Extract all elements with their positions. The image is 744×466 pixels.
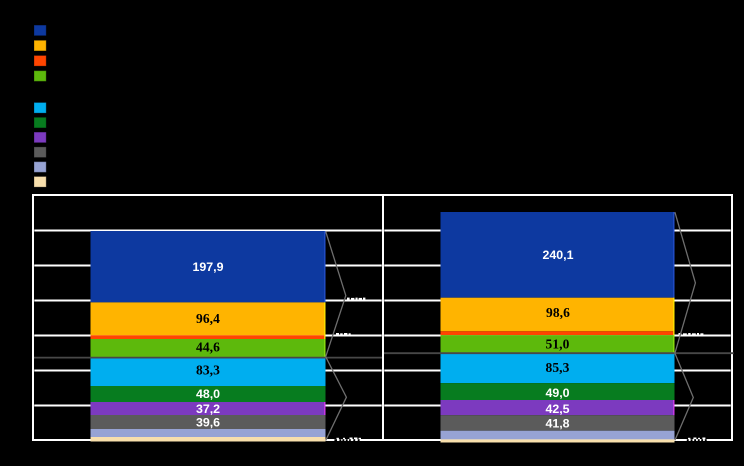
svg-text:39,6: 39,6 <box>196 415 220 429</box>
svg-text:42,5: 42,5 <box>545 402 569 416</box>
svg-text:197,9: 197,9 <box>192 260 223 274</box>
svg-text:51,0: 51,0 <box>545 336 569 351</box>
svg-text:44,6: 44,6 <box>196 339 220 354</box>
svg-text:85,3: 85,3 <box>545 360 569 375</box>
svg-text:83,3: 83,3 <box>196 362 220 377</box>
svg-text:48,0: 48,0 <box>196 387 220 401</box>
svg-text:49,0: 49,0 <box>545 386 569 400</box>
svg-text:240,1: 240,1 <box>542 248 573 262</box>
svg-text:41,8: 41,8 <box>545 417 569 431</box>
svg-text:37,2: 37,2 <box>196 402 220 416</box>
svg-text:98,6: 98,6 <box>546 305 570 320</box>
svg-text:96,4: 96,4 <box>196 311 220 326</box>
